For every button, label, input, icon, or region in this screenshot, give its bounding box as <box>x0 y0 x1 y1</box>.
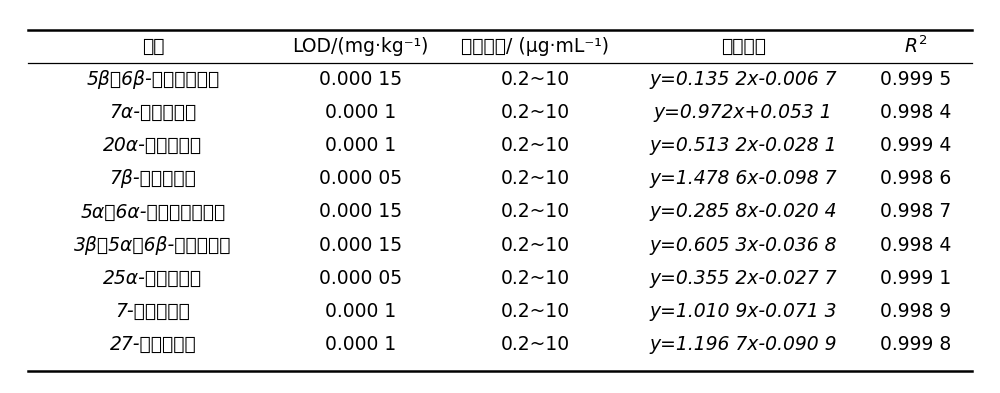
Text: 0.000 15: 0.000 15 <box>319 202 402 222</box>
Text: 0.000 05: 0.000 05 <box>319 169 402 188</box>
Text: 名称: 名称 <box>142 37 164 56</box>
Text: 0.998 9: 0.998 9 <box>880 302 951 321</box>
Text: 0.999 8: 0.999 8 <box>880 335 951 354</box>
Text: 0.2~10: 0.2~10 <box>501 302 570 321</box>
Text: 0.000 15: 0.000 15 <box>319 70 402 89</box>
Text: 25α-羟基胆固醇: 25α-羟基胆固醇 <box>103 269 202 288</box>
Text: y=0.972x+0.053 1: y=0.972x+0.053 1 <box>654 103 833 122</box>
Text: $R^2$: $R^2$ <box>904 36 927 57</box>
Text: 5β，6β-环氧化胆固醇: 5β，6β-环氧化胆固醇 <box>86 70 219 89</box>
Text: y=0.355 2x-0.027 7: y=0.355 2x-0.027 7 <box>650 269 837 288</box>
Text: 20α-羟基胆固醇: 20α-羟基胆固醇 <box>103 136 202 155</box>
Text: 0.998 4: 0.998 4 <box>880 235 951 255</box>
Text: 线性关系: 线性关系 <box>721 37 766 56</box>
Text: y=1.478 6x-0.098 7: y=1.478 6x-0.098 7 <box>650 169 837 188</box>
Text: 0.2~10: 0.2~10 <box>501 269 570 288</box>
Text: y=0.135 2x-0.006 7: y=0.135 2x-0.006 7 <box>650 70 837 89</box>
Text: 0.999 4: 0.999 4 <box>880 136 951 155</box>
Text: 0.2~10: 0.2~10 <box>501 335 570 354</box>
Text: 0.998 6: 0.998 6 <box>880 169 951 188</box>
Text: y=0.513 2x-0.028 1: y=0.513 2x-0.028 1 <box>650 136 837 155</box>
Text: 0.2~10: 0.2~10 <box>501 70 570 89</box>
Text: 7-酮基胆固醇: 7-酮基胆固醇 <box>115 302 190 321</box>
Text: 0.000 05: 0.000 05 <box>319 269 402 288</box>
Text: 0.2~10: 0.2~10 <box>501 202 570 222</box>
Text: 0.000 1: 0.000 1 <box>325 302 396 321</box>
Text: 0.999 5: 0.999 5 <box>880 70 951 89</box>
Text: 7α-羟基胆固醇: 7α-羟基胆固醇 <box>109 103 196 122</box>
Text: 0.000 1: 0.000 1 <box>325 335 396 354</box>
Text: 0.2~10: 0.2~10 <box>501 103 570 122</box>
Text: 0.998 4: 0.998 4 <box>880 103 951 122</box>
Text: 27-羟基胆固醇: 27-羟基胆固醇 <box>109 335 196 354</box>
Text: y=1.196 7x-0.090 9: y=1.196 7x-0.090 9 <box>650 335 837 354</box>
Text: 0.000 15: 0.000 15 <box>319 235 402 255</box>
Text: y=0.285 8x-0.020 4: y=0.285 8x-0.020 4 <box>650 202 837 222</box>
Text: 0.000 1: 0.000 1 <box>325 136 396 155</box>
Text: 7β-羟基胆固醇: 7β-羟基胆固醇 <box>109 169 196 188</box>
Text: 0.2~10: 0.2~10 <box>501 136 570 155</box>
Text: y=0.605 3x-0.036 8: y=0.605 3x-0.036 8 <box>650 235 837 255</box>
Text: 0.999 1: 0.999 1 <box>880 269 951 288</box>
Text: 0.2~10: 0.2~10 <box>501 169 570 188</box>
Text: 线性范围/ (μg·mL⁻¹): 线性范围/ (μg·mL⁻¹) <box>461 37 609 56</box>
Text: y=1.010 9x-0.071 3: y=1.010 9x-0.071 3 <box>650 302 837 321</box>
Text: 0.000 1: 0.000 1 <box>325 103 396 122</box>
Text: LOD/(mg·kg⁻¹): LOD/(mg·kg⁻¹) <box>292 37 429 56</box>
Text: 0.2~10: 0.2~10 <box>501 235 570 255</box>
Text: 0.998 7: 0.998 7 <box>880 202 951 222</box>
Text: 3β，5α，6β-胆甸烷三醇: 3β，5α，6β-胆甸烷三醇 <box>74 235 232 255</box>
Text: 5α，6α-环胆固醇氧化物: 5α，6α-环胆固醇氧化物 <box>80 202 225 222</box>
